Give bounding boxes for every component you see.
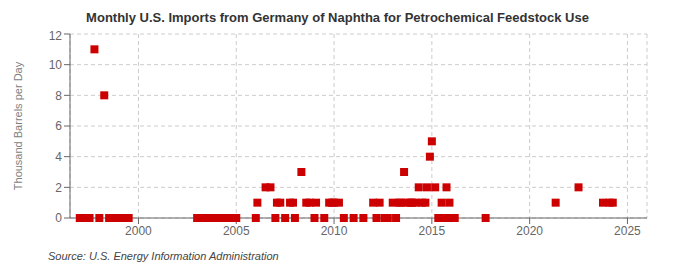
svg-text:2000: 2000: [125, 224, 152, 238]
svg-text:2015: 2015: [418, 224, 445, 238]
svg-text:Thousand Barrels per Day: Thousand Barrels per Day: [12, 61, 24, 190]
svg-text:12: 12: [49, 29, 63, 43]
svg-text:2025: 2025: [614, 224, 641, 238]
html-text:Source: U.S. Energy Informatio: Source: U.S. Energy Information Administ…: [48, 250, 279, 262]
svg-text:10: 10: [49, 58, 63, 72]
svg-text:4: 4: [55, 150, 62, 164]
svg-text:8: 8: [55, 89, 62, 103]
svg-text:2020: 2020: [516, 224, 543, 238]
svg-text:2005: 2005: [223, 224, 250, 238]
svg-text:2: 2: [55, 181, 62, 195]
html-text:Monthly U.S. Imports from Germ: Monthly U.S. Imports from Germany of Nap…: [86, 10, 589, 25]
svg-text:0: 0: [55, 211, 62, 225]
svg-text:2010: 2010: [321, 224, 348, 238]
svg-text:6: 6: [55, 119, 62, 133]
